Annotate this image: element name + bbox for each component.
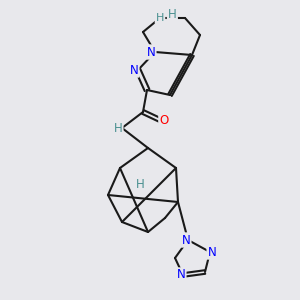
Text: H: H — [168, 8, 177, 22]
Text: H: H — [114, 122, 122, 134]
Text: N: N — [130, 64, 138, 76]
Text: N: N — [208, 245, 216, 259]
Text: H: H — [156, 13, 164, 23]
Text: H: H — [136, 178, 144, 191]
Text: N: N — [182, 233, 190, 247]
Text: O: O — [159, 113, 169, 127]
Text: N: N — [147, 46, 155, 59]
Text: N: N — [177, 268, 185, 281]
